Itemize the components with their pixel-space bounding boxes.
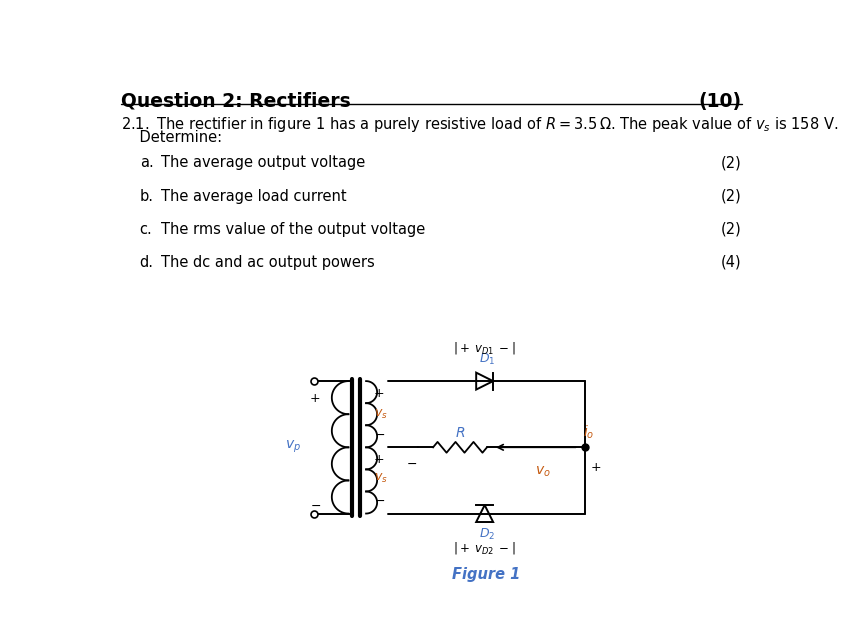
Text: (2): (2): [721, 188, 742, 203]
Text: Determine:: Determine:: [121, 130, 222, 145]
Text: (4): (4): [722, 255, 742, 270]
Text: Question 2: Rectifiers: Question 2: Rectifiers: [121, 91, 351, 111]
Text: $v_s$: $v_s$: [374, 408, 387, 421]
Text: (2): (2): [721, 221, 742, 237]
Text: a.: a.: [140, 156, 153, 170]
Text: +: +: [310, 392, 321, 405]
Text: $-$: $-$: [310, 499, 321, 512]
Text: +: +: [374, 453, 385, 466]
Text: $|+\;v_{D1}\;-|$: $|+\;v_{D1}\;-|$: [453, 340, 516, 356]
Text: b.: b.: [140, 188, 154, 203]
Text: $D_2$: $D_2$: [479, 527, 495, 542]
Text: The dc and ac output powers: The dc and ac output powers: [162, 255, 375, 270]
Text: (2): (2): [721, 156, 742, 170]
Text: (10): (10): [699, 91, 742, 111]
Text: The average load current: The average load current: [162, 188, 347, 203]
Text: c.: c.: [140, 221, 152, 237]
Text: $-$: $-$: [374, 428, 385, 441]
Text: $-$: $-$: [406, 457, 417, 470]
Text: $v_s$: $v_s$: [374, 472, 387, 485]
Text: Figure 1: Figure 1: [452, 567, 520, 582]
Text: 2.1. The rectifier in figure 1 has a purely resistive load of $R = 3.5\,\Omega$.: 2.1. The rectifier in figure 1 has a pur…: [121, 114, 839, 134]
Text: +: +: [374, 388, 385, 401]
Text: $D_1$: $D_1$: [479, 352, 495, 367]
Text: $i_o$: $i_o$: [584, 424, 594, 441]
Text: The average output voltage: The average output voltage: [162, 156, 365, 170]
Text: $R$: $R$: [455, 425, 465, 440]
Text: $v_o$: $v_o$: [535, 464, 551, 479]
Text: +: +: [591, 461, 601, 474]
Text: $-$: $-$: [374, 494, 385, 508]
Text: $v_p$: $v_p$: [285, 439, 301, 455]
Text: $|+\;v_{D2}\;-|$: $|+\;v_{D2}\;-|$: [453, 540, 516, 555]
Text: The rms value of the output voltage: The rms value of the output voltage: [162, 221, 425, 237]
Text: d.: d.: [140, 255, 154, 270]
